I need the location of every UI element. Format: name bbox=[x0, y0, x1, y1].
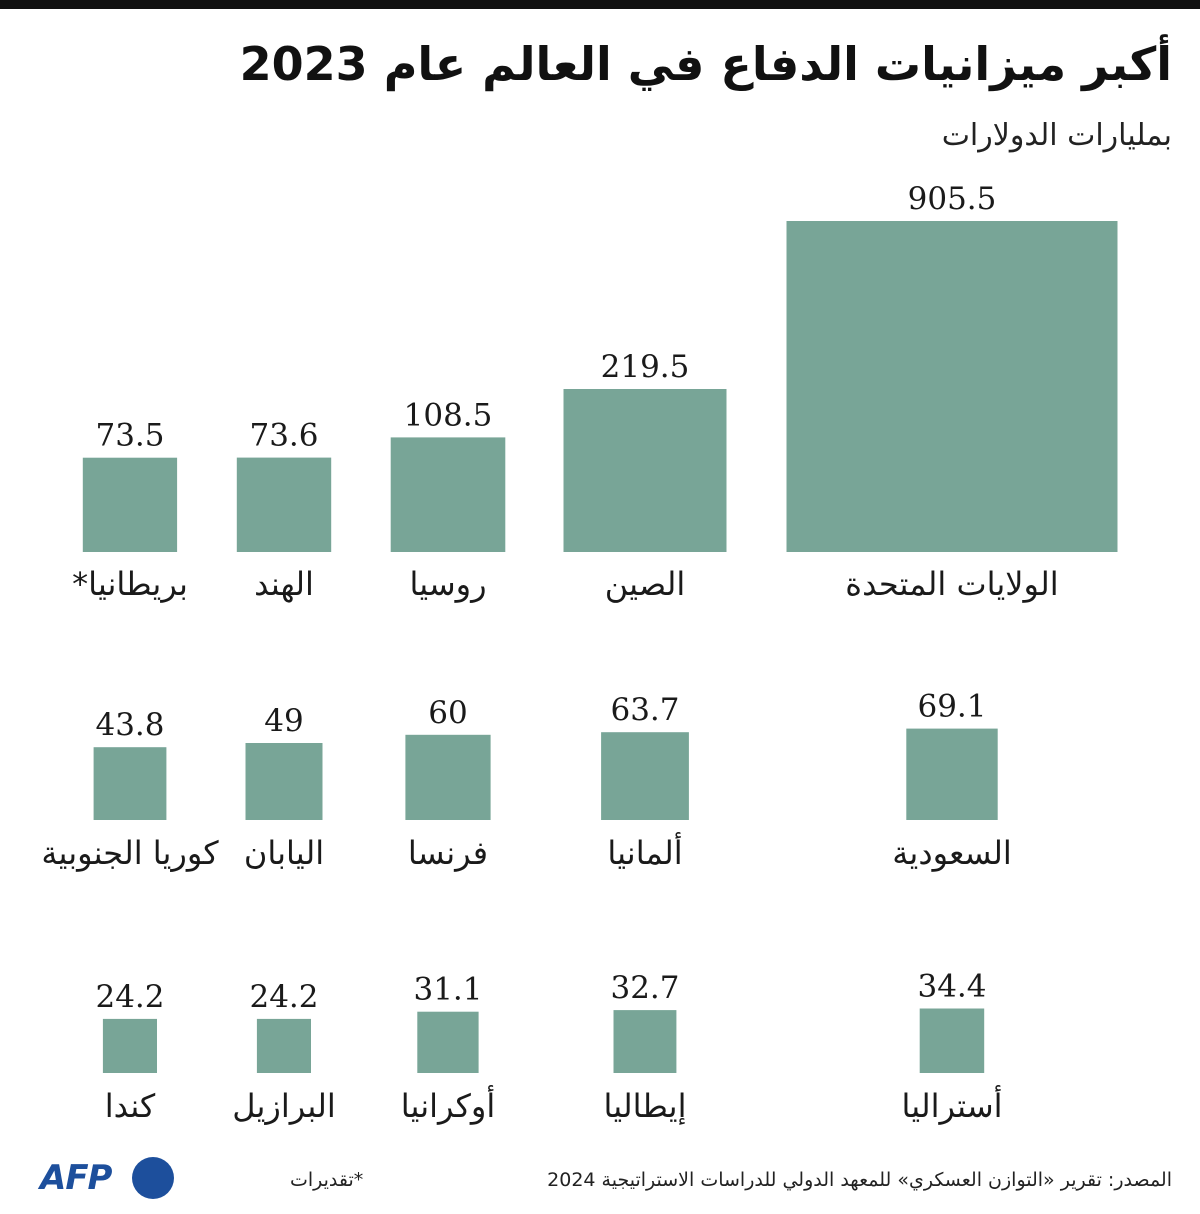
data-label: 43.8 bbox=[95, 707, 164, 743]
bar-square bbox=[256, 1018, 311, 1073]
category-label: كندا bbox=[105, 1087, 156, 1125]
category-label: أستراليا bbox=[901, 1085, 1002, 1125]
footer-source: المصدر: تقرير «التوازن العسكري» للمعهد ا… bbox=[547, 1169, 1172, 1191]
data-label: 60 bbox=[428, 695, 467, 731]
bar-square bbox=[245, 743, 323, 820]
data-label: 73.5 bbox=[95, 418, 164, 454]
category-label: روسيا bbox=[409, 565, 486, 603]
data-label: 34.4 bbox=[917, 969, 986, 1005]
top-rule bbox=[0, 0, 1200, 9]
category-label: كوريا الجنوبية bbox=[41, 834, 219, 872]
bar-square bbox=[93, 747, 167, 820]
category-label: ألمانيا bbox=[607, 832, 682, 872]
data-label: 24.2 bbox=[249, 979, 318, 1015]
data-label: 219.5 bbox=[601, 349, 690, 385]
data-label: 32.7 bbox=[610, 970, 679, 1006]
data-label: 63.7 bbox=[610, 692, 679, 728]
data-label: 905.5 bbox=[908, 181, 997, 217]
footer-note: *تقديرات bbox=[290, 1169, 364, 1191]
category-label: الولايات المتحدة bbox=[845, 565, 1058, 603]
bar-square bbox=[102, 1018, 157, 1073]
bar-square bbox=[906, 728, 998, 820]
category-label: فرنسا bbox=[408, 834, 488, 872]
bar-square bbox=[563, 389, 727, 552]
bar-square bbox=[417, 1011, 479, 1073]
category-label: إيطاليا bbox=[604, 1087, 687, 1125]
bar-square bbox=[390, 437, 506, 552]
category-label: الهند bbox=[254, 565, 314, 603]
category-label: الصين bbox=[605, 565, 685, 603]
bar-square bbox=[613, 1010, 677, 1073]
data-label: 31.1 bbox=[413, 972, 482, 1008]
category-label: السعودية bbox=[892, 834, 1011, 872]
afp-logo-dot bbox=[132, 1157, 174, 1199]
data-label: 24.2 bbox=[95, 979, 164, 1015]
bar-square bbox=[601, 732, 689, 820]
category-label: أوكرانيا bbox=[401, 1085, 495, 1125]
chart-subtitle: بمليارات الدولارات bbox=[941, 118, 1172, 153]
category-label: بريطانيا* bbox=[72, 565, 188, 603]
data-label: 69.1 bbox=[917, 689, 986, 725]
bar-square bbox=[919, 1008, 985, 1073]
bar-square bbox=[786, 221, 1118, 552]
category-label: البرازيل bbox=[232, 1087, 335, 1125]
category-label: اليابان bbox=[244, 834, 324, 872]
bar-square bbox=[405, 734, 491, 820]
data-label: 108.5 bbox=[404, 397, 493, 433]
bar-square bbox=[82, 457, 178, 552]
bar-square bbox=[236, 457, 332, 552]
afp-logo-text: AFP bbox=[40, 1158, 112, 1198]
data-label: 49 bbox=[264, 703, 303, 739]
chart-title: أكبر ميزانيات الدفاع في العالم عام 2023 bbox=[239, 37, 1172, 91]
afp-logo: AFP bbox=[40, 1156, 176, 1200]
data-label: 73.6 bbox=[249, 418, 318, 454]
